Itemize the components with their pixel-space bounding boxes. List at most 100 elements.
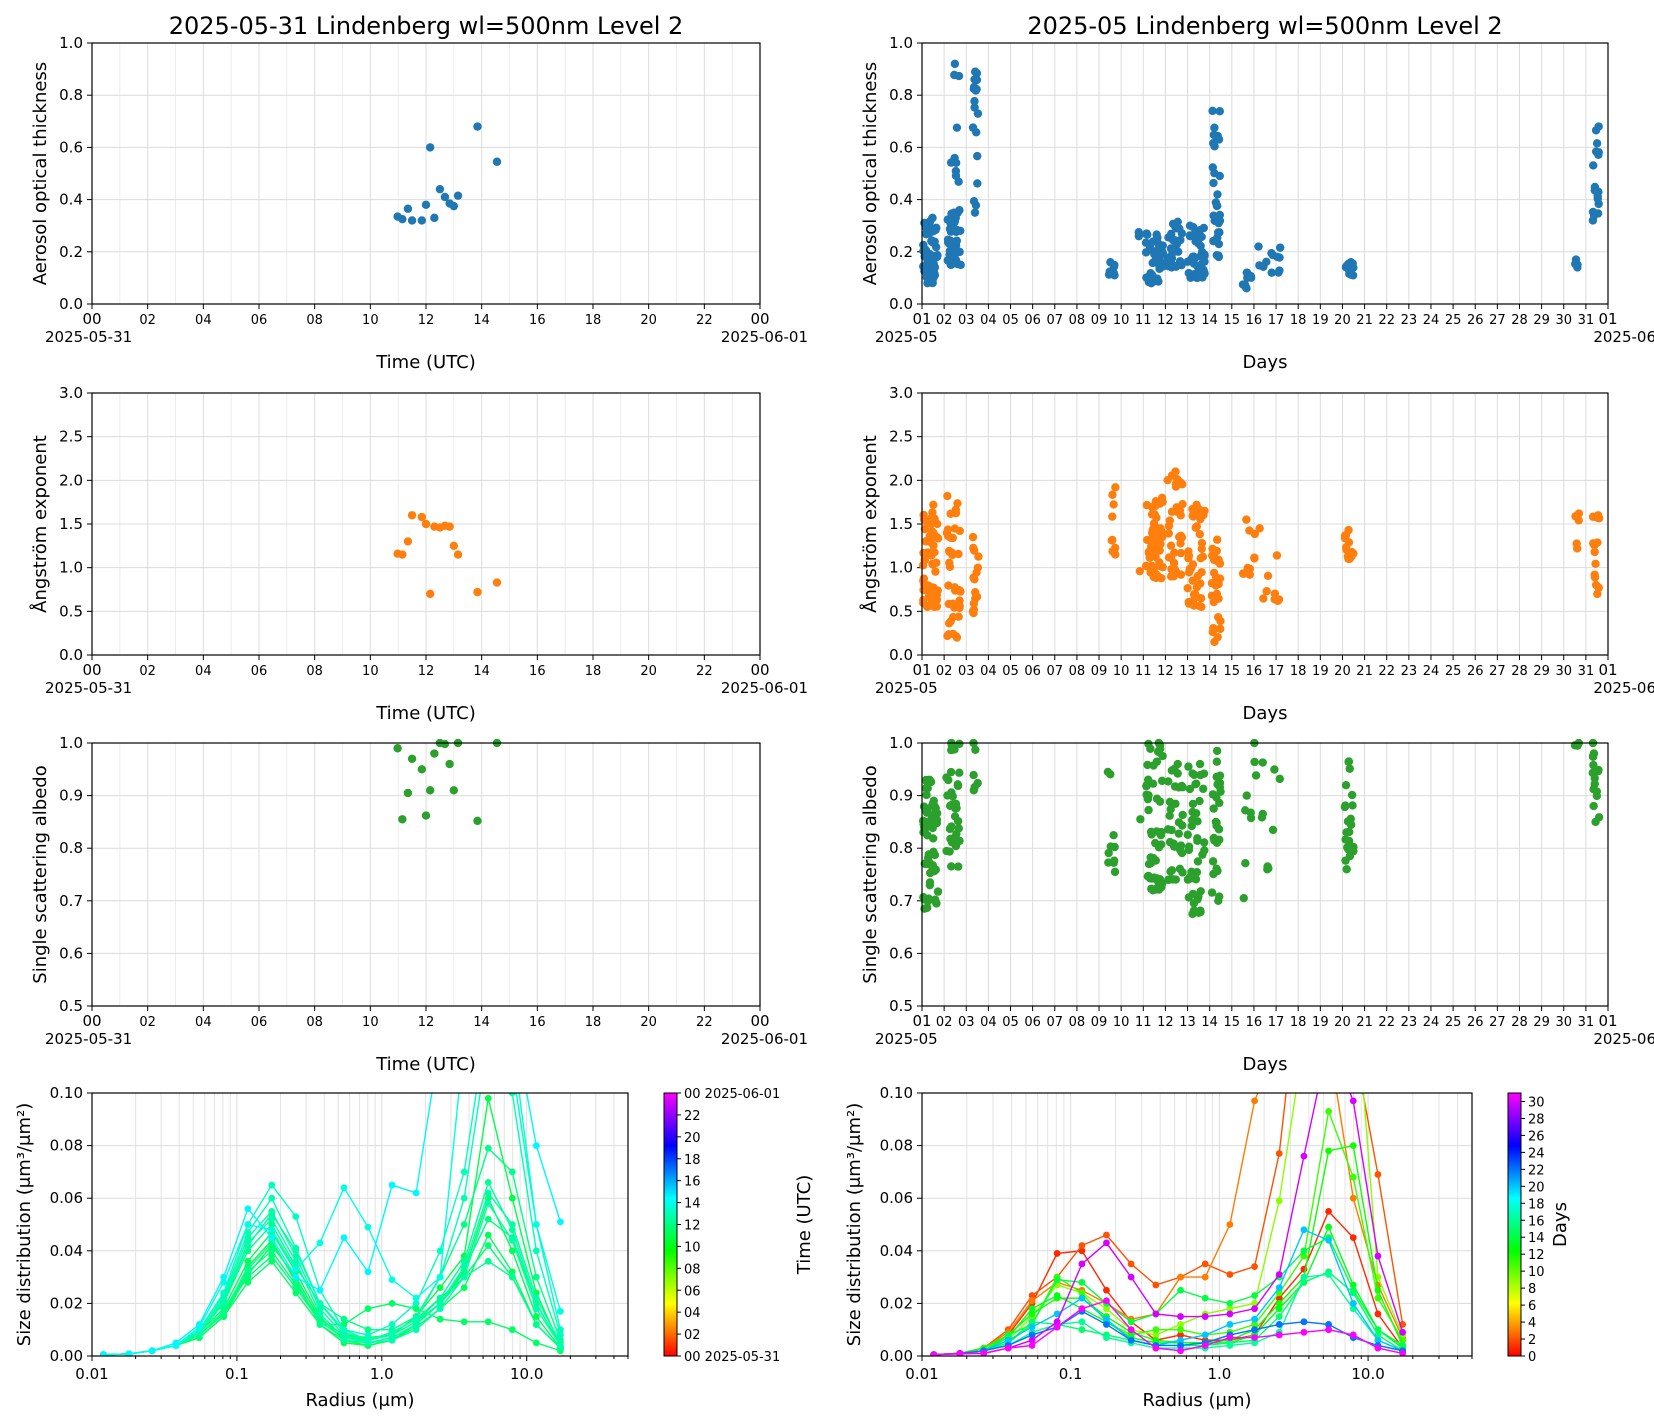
data-point: [955, 768, 964, 777]
series-point: [1028, 1318, 1036, 1326]
xtick-label: 21: [1356, 313, 1373, 328]
series-point: [1004, 1344, 1012, 1352]
data-points: [918, 739, 1604, 919]
data-point: [944, 630, 954, 639]
axes-frame: [921, 42, 1609, 305]
data-point: [1105, 267, 1114, 276]
series-point: [1325, 1271, 1333, 1278]
data-point: [1212, 546, 1221, 556]
data-point: [1151, 838, 1160, 848]
data-point: [933, 251, 942, 260]
series-point: [1374, 1286, 1382, 1294]
series-point: [532, 1294, 540, 1302]
data-point: [449, 786, 459, 795]
series-point: [1275, 1271, 1283, 1278]
data-point: [1209, 178, 1218, 188]
colorbar-tick-label: 18: [684, 1153, 701, 1168]
data-point: [972, 69, 982, 78]
data-point: [1591, 147, 1601, 156]
data-point: [954, 862, 963, 871]
series-point: [1275, 1150, 1283, 1157]
series-point: [1374, 1171, 1382, 1178]
xtick-label: 23: [1401, 664, 1418, 679]
data-point: [947, 862, 956, 871]
series-point: [1349, 1097, 1357, 1105]
series-point: [1374, 1336, 1382, 1344]
xtick-label: 00: [750, 310, 769, 328]
data-point: [953, 780, 962, 789]
data-point: [1241, 806, 1250, 815]
colorbar-tick-label: 10: [684, 1240, 701, 1255]
series-point: [508, 1268, 516, 1276]
data-point: [398, 815, 407, 824]
data-point: [1207, 888, 1217, 897]
y-axis-label: Ångström exponent: [29, 435, 51, 613]
data-point: [1192, 779, 1201, 788]
ytick-label: 1.0: [59, 34, 83, 52]
series-point: [485, 984, 492, 991]
data-point: [1246, 271, 1255, 281]
data-point: [1588, 207, 1598, 217]
series-point: [1350, 1037, 1357, 1044]
axes-frame: [91, 392, 761, 656]
series-line: [933, 1299, 1403, 1356]
xtick-label: 04: [195, 1015, 212, 1030]
data-point: [954, 177, 963, 186]
data-point: [1190, 507, 1200, 516]
data-point: [943, 491, 952, 501]
xtick-label: 03: [958, 313, 975, 328]
xtick-date-right: 2025-06: [1593, 1030, 1654, 1048]
series-point: [1325, 1326, 1333, 1334]
data-point: [1195, 530, 1205, 539]
data-point: [927, 594, 936, 604]
xtick-label: 13: [1179, 664, 1196, 679]
series-point: [1275, 1321, 1283, 1328]
data-point: [1167, 825, 1176, 835]
series-point: [1177, 1326, 1184, 1334]
data-point: [403, 204, 413, 213]
data-point: [1165, 875, 1174, 884]
data-point: [445, 759, 454, 769]
data-point: [1208, 790, 1218, 799]
data-point: [1189, 259, 1199, 268]
series-point: [532, 1339, 540, 1347]
xtick-label: 10.0: [510, 1365, 543, 1383]
xtick-label: 14: [473, 1015, 490, 1030]
xtick-label: 06: [1024, 313, 1041, 328]
y-axis-label: Aerosol optical thickness: [30, 62, 51, 285]
data-point: [1215, 210, 1225, 220]
data-point: [1195, 759, 1205, 769]
series-point: [1325, 1037, 1332, 1044]
ytick-label: 1.0: [59, 559, 83, 577]
series-point: [316, 1321, 324, 1328]
ytick-label: 0.08: [50, 1137, 83, 1155]
data-point: [970, 782, 979, 792]
series-point: [1325, 827, 1332, 834]
series-point: [412, 1300, 420, 1307]
series-point: [557, 1342, 564, 1349]
xtick-label: 27: [1489, 313, 1506, 328]
data-point: [1152, 757, 1162, 766]
ytick-label: 0.4: [59, 191, 83, 209]
data-point: [929, 500, 938, 509]
series-point: [508, 1168, 516, 1176]
series-point: [436, 1305, 444, 1313]
series-point: [1028, 1305, 1036, 1313]
data-point: [1197, 544, 1206, 554]
data-points: [919, 59, 1603, 293]
data-point: [932, 558, 941, 567]
series-point: [1078, 1305, 1086, 1313]
data-point: [1209, 236, 1218, 246]
series-point: [412, 1294, 420, 1302]
xtick-label: 20: [640, 664, 657, 679]
xtick-label: 00: [750, 1012, 769, 1030]
data-point: [923, 784, 932, 793]
y-axis-label: Single scattering albedo: [30, 765, 51, 983]
xtick-label: 24: [1423, 313, 1440, 328]
colorbar-tick-label: 12: [684, 1219, 701, 1234]
series-line: [933, 1108, 1404, 1356]
data-point: [1165, 797, 1175, 807]
data-point: [1154, 277, 1163, 286]
data-point: [1199, 784, 1208, 794]
series-point: [1399, 1342, 1407, 1349]
